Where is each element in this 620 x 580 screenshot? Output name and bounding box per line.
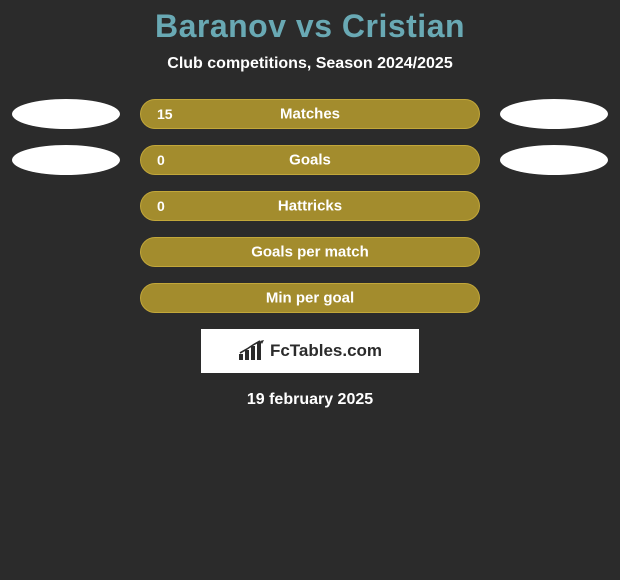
stat-row: 0 Hattricks: [0, 191, 620, 221]
comparison-infographic: Baranov vs Cristian Club competitions, S…: [0, 0, 620, 409]
logo-box: FcTables.com: [201, 329, 419, 373]
stat-bar: 0 Goals: [140, 145, 480, 175]
stat-rows-container: 15 Matches 0 Goals 0 Hattricks Goals per match…: [0, 99, 620, 313]
stat-bar: Min per goal: [140, 283, 480, 313]
stat-label: Min per goal: [266, 290, 354, 307]
stat-value-left: 0: [157, 198, 165, 214]
ellipse-spacer: [12, 237, 120, 267]
stat-row: Min per goal: [0, 283, 620, 313]
stat-label: Goals: [289, 152, 331, 169]
signal-bars-icon: [238, 340, 266, 362]
stat-label: Matches: [280, 106, 340, 123]
ellipse-spacer: [500, 283, 608, 313]
stat-bar: 15 Matches: [140, 99, 480, 129]
stat-bar: Goals per match: [140, 237, 480, 267]
subtitle: Club competitions, Season 2024/2025: [0, 55, 620, 73]
player-right-ellipse: [500, 99, 608, 129]
player-left-ellipse: [12, 145, 120, 175]
ellipse-spacer: [500, 237, 608, 267]
ellipse-spacer: [500, 191, 608, 221]
stat-value-left: 15: [157, 106, 173, 122]
logo-text: FcTables.com: [270, 341, 382, 361]
stat-value-left: 0: [157, 152, 165, 168]
date-line: 19 february 2025: [0, 391, 620, 409]
stat-row: 15 Matches: [0, 99, 620, 129]
page-title: Baranov vs Cristian: [0, 8, 620, 45]
stat-bar: 0 Hattricks: [140, 191, 480, 221]
stat-row: Goals per match: [0, 237, 620, 267]
ellipse-spacer: [12, 191, 120, 221]
logo-content: FcTables.com: [238, 340, 382, 362]
player-left-ellipse: [12, 99, 120, 129]
stat-label: Hattricks: [278, 198, 342, 215]
stat-row: 0 Goals: [0, 145, 620, 175]
player-right-ellipse: [500, 145, 608, 175]
stat-label: Goals per match: [251, 244, 369, 261]
ellipse-spacer: [12, 283, 120, 313]
